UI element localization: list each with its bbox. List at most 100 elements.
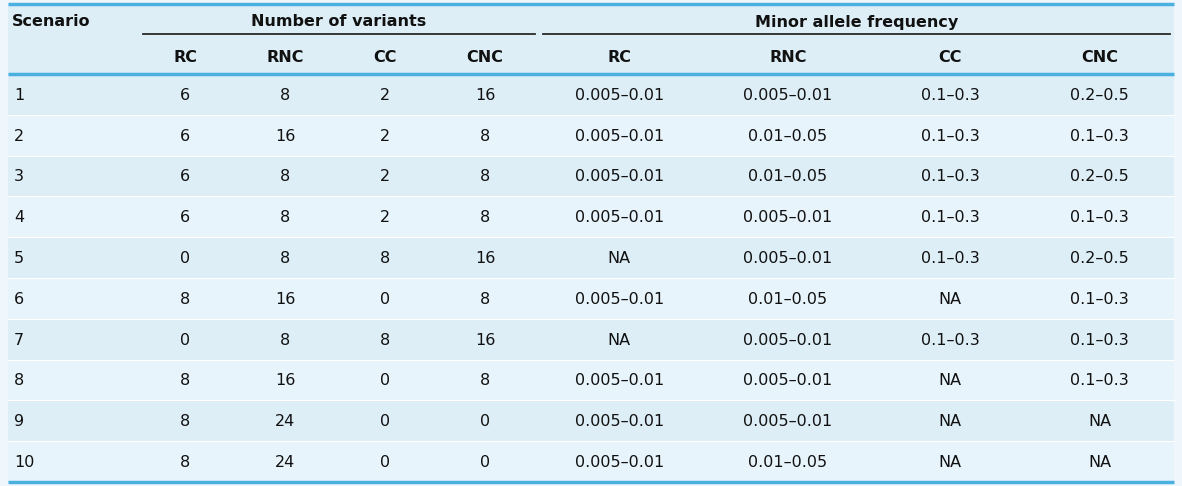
Text: 6: 6 [181, 128, 190, 143]
Text: 4: 4 [14, 210, 24, 225]
Text: NA: NA [939, 373, 962, 388]
Text: 2: 2 [381, 169, 390, 184]
Text: 0: 0 [381, 455, 390, 470]
Text: 16: 16 [475, 87, 495, 103]
Text: 0.005–0.01: 0.005–0.01 [574, 414, 664, 429]
Text: 0.005–0.01: 0.005–0.01 [743, 414, 832, 429]
Text: 6: 6 [181, 87, 190, 103]
Text: 0.005–0.01: 0.005–0.01 [574, 169, 664, 184]
Text: 8: 8 [480, 373, 491, 388]
Text: 8: 8 [280, 332, 291, 347]
Bar [8, 156, 1174, 196]
Text: NA: NA [608, 251, 631, 266]
Text: NA: NA [1087, 455, 1111, 470]
Text: NA: NA [939, 414, 962, 429]
Text: 0.005–0.01: 0.005–0.01 [574, 455, 664, 470]
Text: 0.1–0.3: 0.1–0.3 [921, 87, 980, 103]
Text: 0.01–0.05: 0.01–0.05 [748, 128, 827, 143]
Text: NA: NA [1087, 414, 1111, 429]
Text: 0.1–0.3: 0.1–0.3 [921, 251, 980, 266]
Text: 0.005–0.01: 0.005–0.01 [743, 373, 832, 388]
Text: NA: NA [939, 455, 962, 470]
Text: 0: 0 [480, 414, 491, 429]
Text: 0.2–0.5: 0.2–0.5 [1070, 169, 1129, 184]
Text: RNC: RNC [769, 50, 806, 65]
Text: Minor allele frequency: Minor allele frequency [755, 15, 959, 30]
Bar [8, 360, 1174, 400]
Text: 0.01–0.05: 0.01–0.05 [748, 455, 827, 470]
Text: 0.1–0.3: 0.1–0.3 [921, 332, 980, 347]
Text: 2: 2 [381, 128, 390, 143]
Text: NA: NA [939, 292, 962, 307]
Text: 8: 8 [480, 210, 491, 225]
Text: 2: 2 [381, 87, 390, 103]
Text: RC: RC [174, 50, 197, 65]
Text: 0: 0 [480, 455, 491, 470]
Bar [8, 400, 1174, 441]
Bar [8, 4, 1174, 74]
Text: 1: 1 [14, 87, 25, 103]
Text: CNC: CNC [1082, 50, 1118, 65]
Text: 16: 16 [275, 373, 296, 388]
Text: 2: 2 [381, 210, 390, 225]
Text: 0: 0 [381, 292, 390, 307]
Text: CC: CC [939, 50, 962, 65]
Text: 8: 8 [480, 128, 491, 143]
Text: 24: 24 [275, 414, 296, 429]
Text: 8: 8 [381, 332, 390, 347]
Text: Scenario: Scenario [12, 15, 91, 30]
Bar [8, 441, 1174, 482]
Text: NA: NA [608, 332, 631, 347]
Text: 0.1–0.3: 0.1–0.3 [1070, 292, 1129, 307]
Text: 0.005–0.01: 0.005–0.01 [743, 210, 832, 225]
Bar [8, 74, 1174, 115]
Text: 8: 8 [181, 455, 190, 470]
Text: 6: 6 [181, 169, 190, 184]
Text: 0: 0 [181, 251, 190, 266]
Text: 0.005–0.01: 0.005–0.01 [574, 292, 664, 307]
Text: 16: 16 [475, 332, 495, 347]
Text: 9: 9 [14, 414, 24, 429]
Bar [8, 278, 1174, 319]
Text: 0.005–0.01: 0.005–0.01 [574, 210, 664, 225]
Text: 8: 8 [280, 169, 291, 184]
Text: 8: 8 [181, 292, 190, 307]
Text: 0: 0 [181, 332, 190, 347]
Text: 8: 8 [181, 414, 190, 429]
Text: 8: 8 [381, 251, 390, 266]
Text: 0.1–0.3: 0.1–0.3 [921, 128, 980, 143]
Text: CC: CC [374, 50, 397, 65]
Text: 0.1–0.3: 0.1–0.3 [1070, 373, 1129, 388]
Text: 10: 10 [14, 455, 34, 470]
Text: 0.01–0.05: 0.01–0.05 [748, 169, 827, 184]
Text: 7: 7 [14, 332, 24, 347]
Text: 0.1–0.3: 0.1–0.3 [921, 169, 980, 184]
Text: 16: 16 [275, 128, 296, 143]
Text: 3: 3 [14, 169, 24, 184]
Text: 0.1–0.3: 0.1–0.3 [1070, 332, 1129, 347]
Text: RC: RC [608, 50, 631, 65]
Text: 8: 8 [14, 373, 25, 388]
Text: 6: 6 [181, 210, 190, 225]
Text: Number of variants: Number of variants [252, 15, 427, 30]
Text: 0.01–0.05: 0.01–0.05 [748, 292, 827, 307]
Text: 8: 8 [280, 251, 291, 266]
Text: 16: 16 [475, 251, 495, 266]
Text: 0.1–0.3: 0.1–0.3 [1070, 128, 1129, 143]
Text: 8: 8 [280, 210, 291, 225]
Text: 0.005–0.01: 0.005–0.01 [574, 373, 664, 388]
Text: 0.005–0.01: 0.005–0.01 [574, 87, 664, 103]
Text: 0.005–0.01: 0.005–0.01 [743, 332, 832, 347]
Text: 16: 16 [275, 292, 296, 307]
Text: 8: 8 [280, 87, 291, 103]
Bar [8, 115, 1174, 156]
Text: 8: 8 [181, 373, 190, 388]
Text: 24: 24 [275, 455, 296, 470]
Bar [8, 196, 1174, 237]
Bar [8, 237, 1174, 278]
Text: 0.1–0.3: 0.1–0.3 [1070, 210, 1129, 225]
Text: 0: 0 [381, 373, 390, 388]
Text: 2: 2 [14, 128, 24, 143]
Text: 0.1–0.3: 0.1–0.3 [921, 210, 980, 225]
Text: 0.2–0.5: 0.2–0.5 [1070, 251, 1129, 266]
